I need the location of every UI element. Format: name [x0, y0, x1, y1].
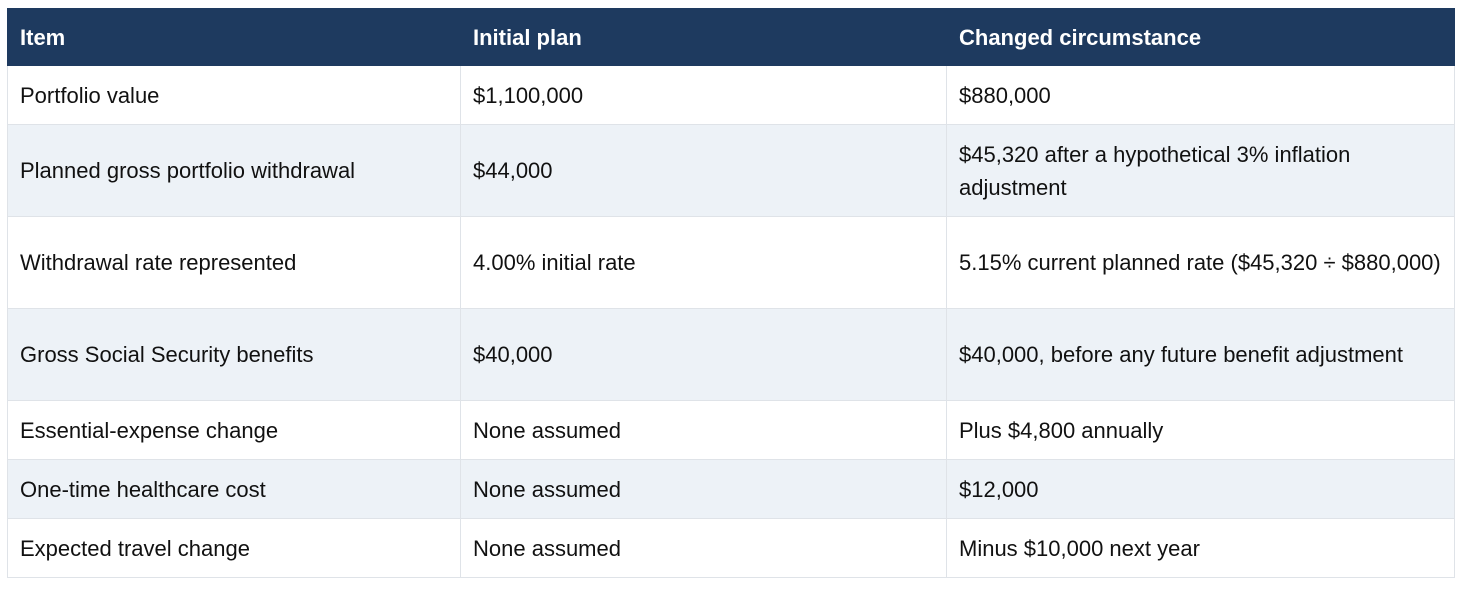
- table-cell: None assumed: [460, 518, 947, 578]
- table-cell: $40,000: [460, 308, 947, 401]
- table-cell: 5.15% current planned rate ($45,320 ÷ $8…: [946, 216, 1455, 309]
- table-cell: Plus $4,800 annually: [946, 400, 1455, 460]
- table-cell: One-time healthcare cost: [7, 459, 461, 519]
- table-cell: Withdrawal rate represented: [7, 216, 461, 309]
- header-row: Item Initial plan Changed circumstance: [7, 8, 1455, 66]
- table-row: Planned gross portfolio withdrawal $44,00…: [7, 124, 1455, 217]
- table-cell: Portfolio value: [7, 65, 461, 125]
- table-cell: $12,000: [946, 459, 1455, 519]
- table-cell: $45,320 after a hypothetical 3% inflatio…: [946, 124, 1455, 217]
- table-cell: None assumed: [460, 459, 947, 519]
- table-cell: $1,100,000: [460, 65, 947, 125]
- table-row: Expected travel change None assumed Minus …: [7, 518, 1455, 578]
- table-row: Essential-expense change None assumed Plus…: [7, 400, 1455, 460]
- column-header: Item: [7, 8, 461, 66]
- column-header: Initial plan: [460, 8, 947, 66]
- table-cell: $44,000: [460, 124, 947, 217]
- table-cell: 4.00% initial rate: [460, 216, 947, 309]
- table-row: Withdrawal rate represented 4.00% initial…: [7, 216, 1455, 309]
- table-cell: Minus $10,000 next year: [946, 518, 1455, 578]
- table-cell: Essential-expense change: [7, 400, 461, 460]
- table-cell: Gross Social Security benefits: [7, 308, 461, 401]
- table-body: Portfolio value $1,100,000 $880,000 Planned…: [7, 65, 1455, 578]
- column-header: Changed circumstance: [946, 8, 1455, 66]
- table-cell: $880,000: [946, 65, 1455, 125]
- table-cell: None assumed: [460, 400, 947, 460]
- comparison-table: Item Initial plan Changed circumstance Por…: [7, 8, 1455, 578]
- table-cell: $40,000, before any future benefit adjus…: [946, 308, 1455, 401]
- table-row: Gross Social Security benefits $40,000 $40…: [7, 308, 1455, 401]
- table-cell: Planned gross portfolio withdrawal: [7, 124, 461, 217]
- table-cell: Expected travel change: [7, 518, 461, 578]
- table-header: Item Initial plan Changed circumstance: [7, 8, 1455, 66]
- table-row: One-time healthcare cost None assumed $12,…: [7, 459, 1455, 519]
- table-row: Portfolio value $1,100,000 $880,000: [7, 65, 1455, 125]
